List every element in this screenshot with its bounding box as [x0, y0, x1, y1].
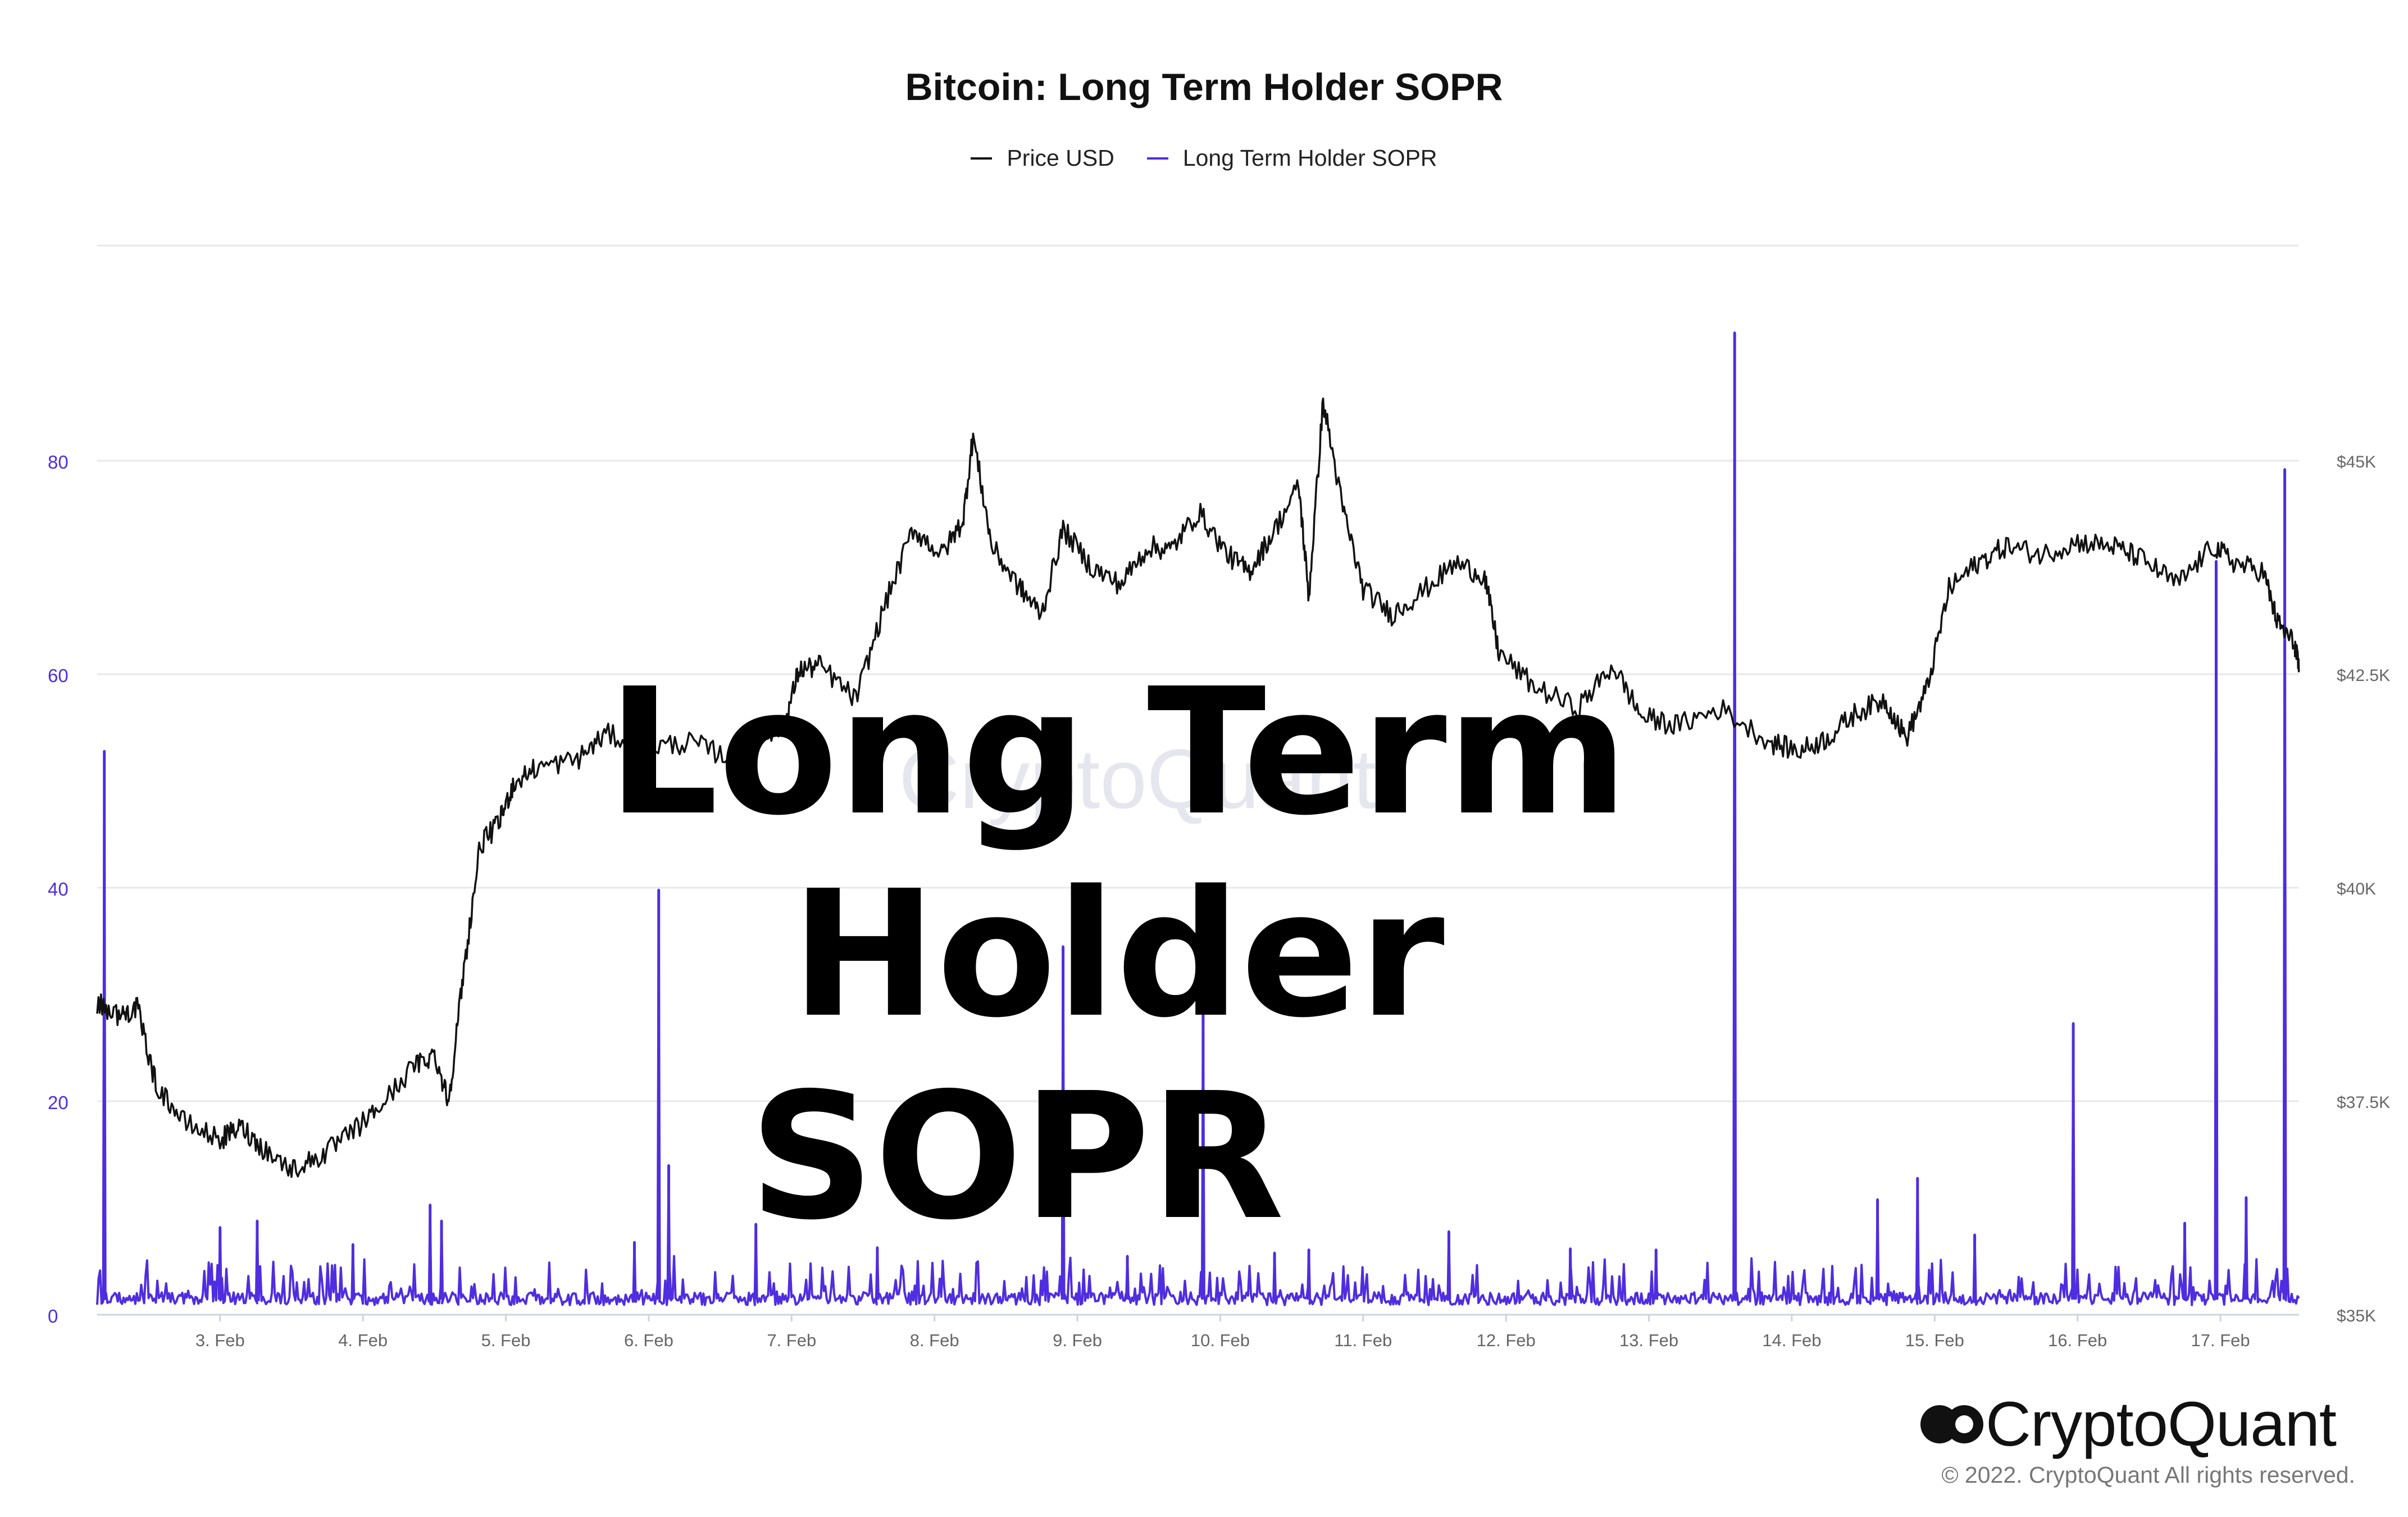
grid-lines [97, 244, 2299, 1316]
left-axis-ticks: 0 20 40 60 80 [48, 452, 69, 1327]
x-axis-tick-label: 6. Feb [624, 1330, 673, 1350]
x-axis-tick-label: 15. Feb [1905, 1330, 1964, 1350]
x-axis-tick-label: 17. Feb [2191, 1330, 2250, 1350]
x-axis-tick-label: 14. Feb [1762, 1330, 1821, 1350]
x-axis-tick-label: 4. Feb [338, 1330, 388, 1350]
legend-swatch-sopr [1146, 157, 1168, 160]
x-axis-tick-label: 8. Feb [910, 1330, 959, 1350]
x-axis-tick-label: 11. Feb [1334, 1330, 1392, 1350]
x-axis-tick-label: 5. Feb [481, 1330, 531, 1350]
price-line [96, 397, 2300, 1178]
cryptoquant-logo-icon [1920, 1405, 1983, 1443]
legend-item-sopr[interactable]: Long Term Holder SOPR [1146, 145, 1437, 171]
right-axis-tick-label: $42.5K [2337, 666, 2390, 685]
legend-swatch-price [971, 157, 993, 160]
copyright-notice: © 2022. CryptoQuant All rights reserved. [1941, 1462, 2355, 1488]
x-axis-tick-label: 3. Feb [195, 1330, 245, 1350]
right-axis-tick-label: $35K [2337, 1307, 2376, 1325]
x-axis-tick-label: 16. Feb [2048, 1330, 2107, 1350]
x-axis-tick-label: 9. Feb [1053, 1330, 1102, 1350]
right-axis-tick-label: $40K [2337, 880, 2376, 898]
right-axis-tick-label: $45K [2337, 453, 2376, 471]
legend-label-price: Price USD [1007, 145, 1114, 171]
left-axis-tick-label: 20 [48, 1092, 69, 1113]
x-axis-tick-label: 13. Feb [1619, 1330, 1678, 1350]
right-axis-tick-label: $37.5K [2337, 1093, 2390, 1112]
overlay-title: Long Term Holder SOPR [275, 652, 1960, 1259]
legend-item-price[interactable]: Price USD [971, 145, 1114, 171]
cryptoquant-logo-text: CryptoQuant [1986, 1389, 2337, 1459]
left-axis-tick-label: 80 [48, 452, 69, 473]
left-axis-tick-label: 0 [48, 1306, 58, 1327]
series-long-term-holder-sopr [96, 331, 2300, 1306]
cryptoquant-logo: CryptoQuant [1918, 1388, 2337, 1460]
series-price-usd [96, 397, 2300, 1178]
x-axis-ticks: 3. Feb 4. Feb 5. Feb 6. Feb 7. Feb 8. Feb 9. F… [195, 1315, 2250, 1350]
x-axis-tick-label: 12. Feb [1477, 1330, 1536, 1350]
overlay-title-line-1: Long Term Holder [607, 651, 1628, 1056]
right-axis-ticks: $35K $37.5K $40K $42.5K $45K [2337, 453, 2390, 1325]
left-axis-tick-label: 40 [48, 879, 69, 900]
left-axis-tick-label: 60 [48, 665, 69, 686]
watermark: CryptoQuant [899, 732, 1377, 826]
chart-title: Bitcoin: Long Term Holder SOPR [905, 66, 1503, 108]
legend-label-sopr: Long Term Holder SOPR [1182, 145, 1437, 171]
overlay-title-line-2: SOPR [749, 1056, 1285, 1259]
x-axis-tick-label: 10. Feb [1191, 1330, 1250, 1350]
x-axis-tick-label: 7. Feb [767, 1330, 816, 1350]
legend: Price USD Long Term Holder SOPR [0, 145, 2408, 171]
